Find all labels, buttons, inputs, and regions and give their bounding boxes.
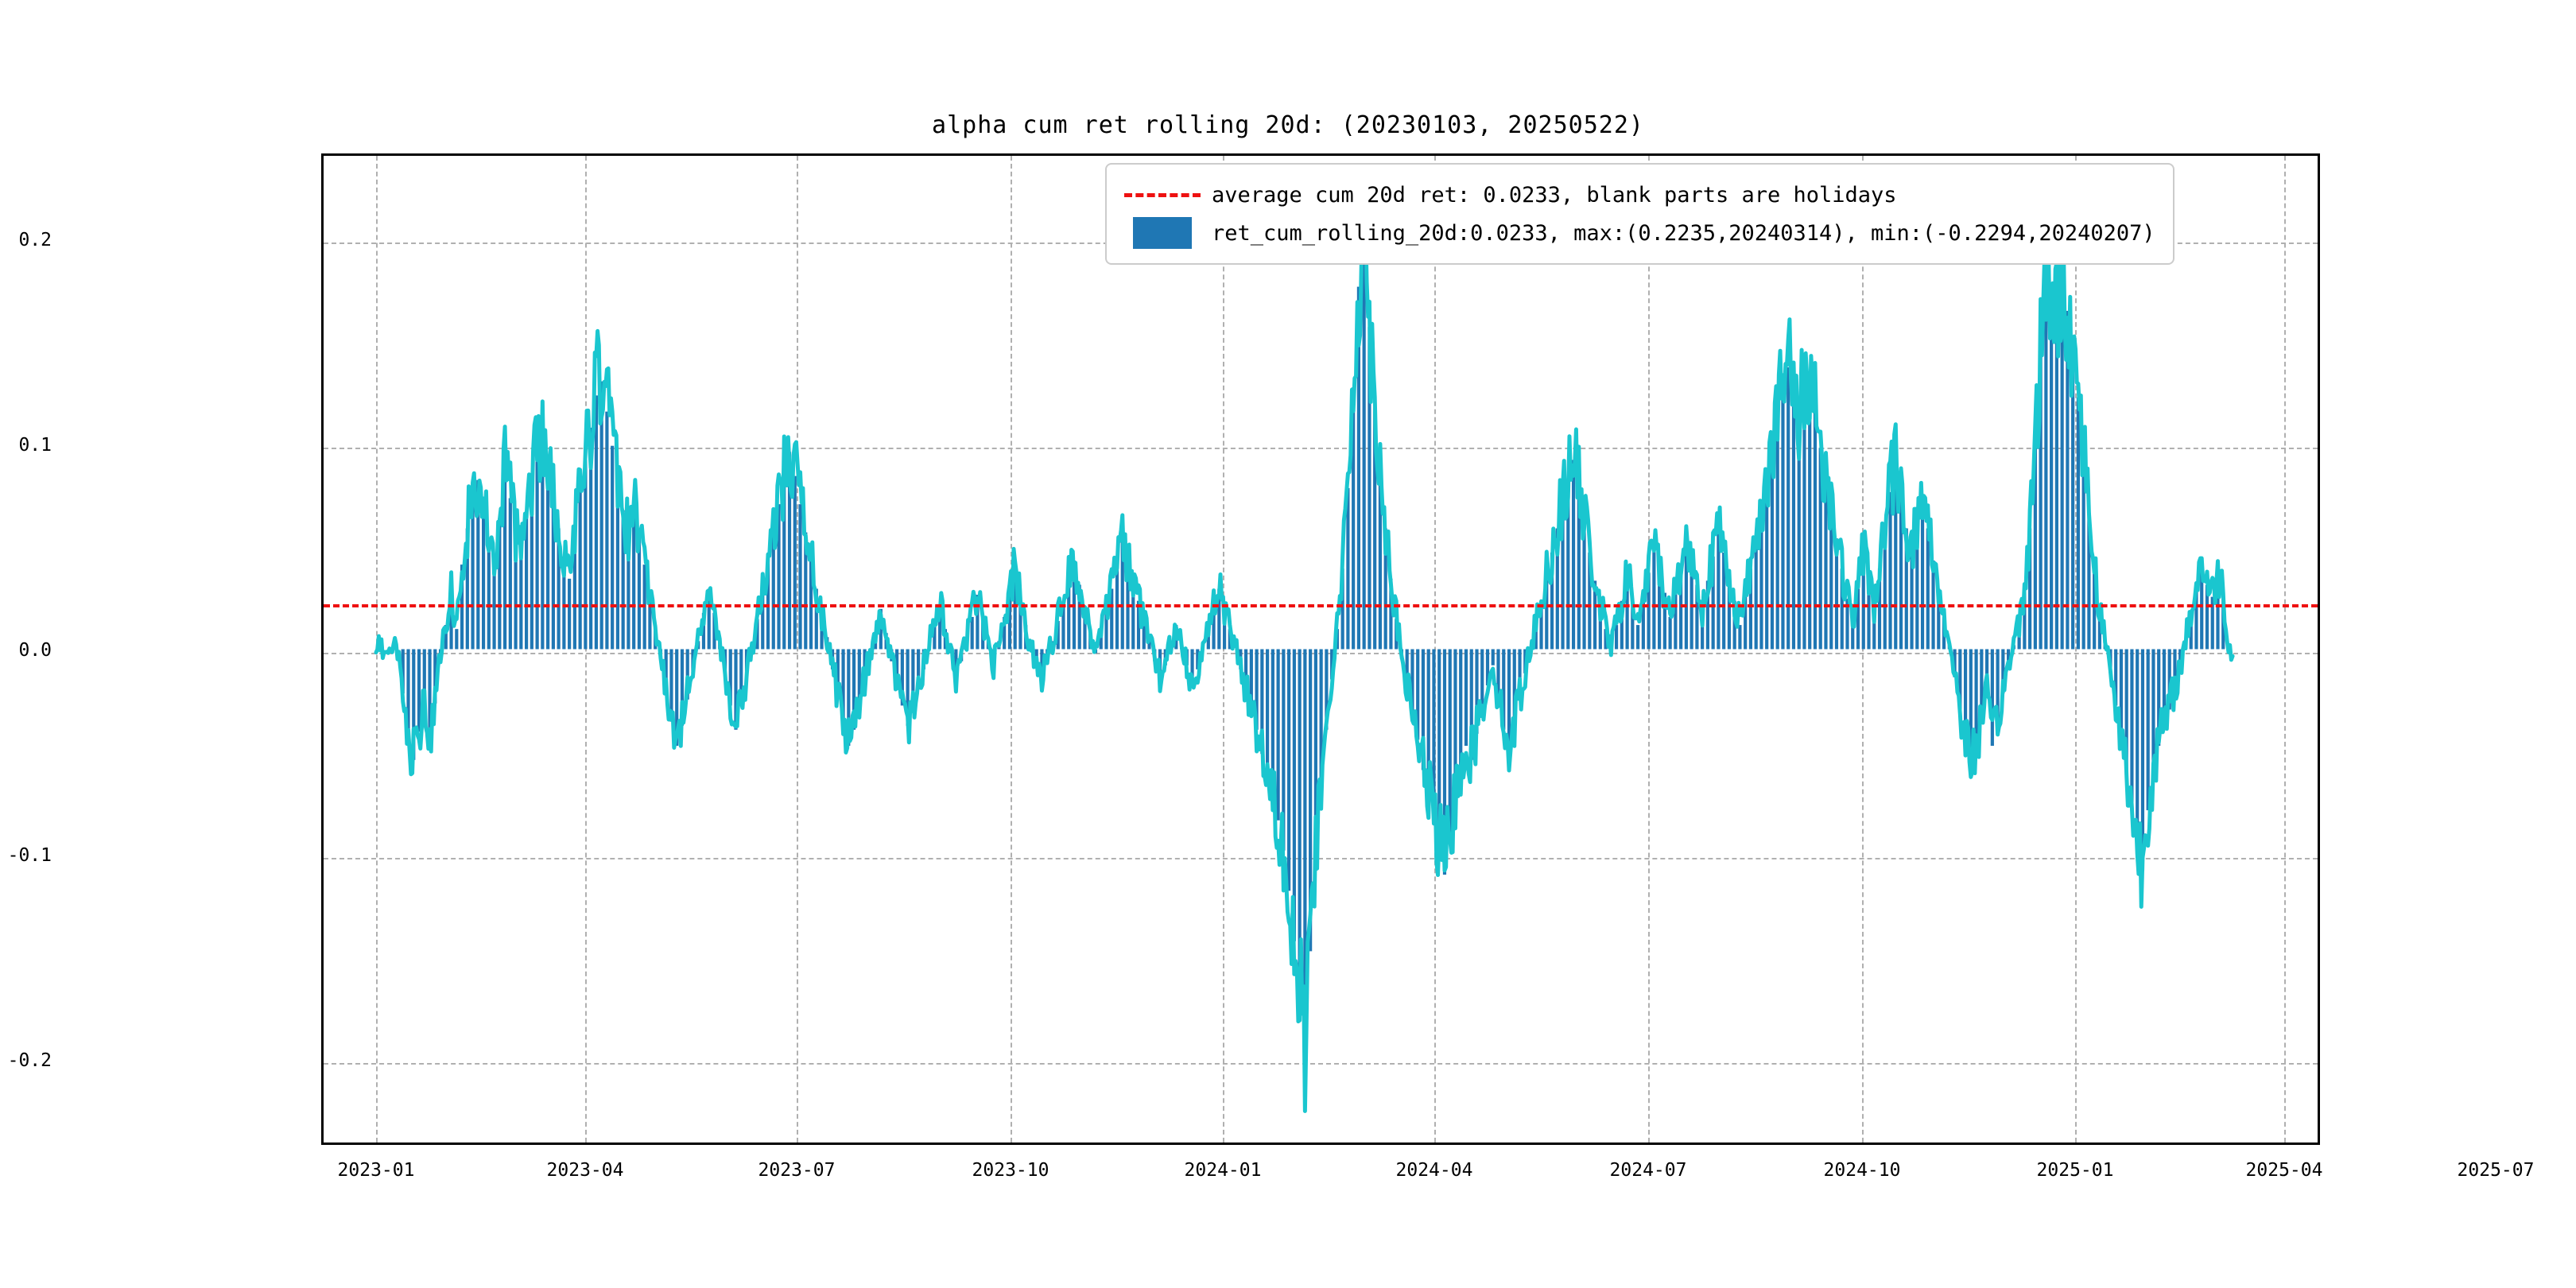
bar-patch-icon (1121, 217, 1204, 249)
ytick-label-0.1: 0.1 (18, 435, 52, 456)
bar-series (401, 256, 2225, 1022)
xtick-mark-2024-10 (1862, 1143, 1864, 1145)
legend-label-average: average cum 20d ret: 0.0233, blank parts… (1212, 182, 1897, 208)
xtick-mark-2023-01 (376, 1143, 378, 1145)
gridline-x-2025-04 (2284, 156, 2286, 1143)
gridline-y--0.2 (324, 1063, 2318, 1065)
legend-label-series: ret_cum_rolling_20d:0.0233, max:(0.2235,… (1212, 220, 2155, 246)
xtick-label-2024-04: 2024-04 (1395, 1160, 1473, 1181)
page-title: alpha cum ret rolling 20d: (20230103, 20… (932, 111, 1644, 139)
line-series (374, 196, 2235, 1113)
xtick-label-2023-07: 2023-07 (758, 1160, 836, 1181)
xtick-mark-2024-01 (1223, 1143, 1225, 1145)
xtick-label-2023-10: 2023-10 (972, 1160, 1049, 1181)
xtick-mark-2024-07 (1648, 1143, 1651, 1145)
xtick-mark-2023-10 (1011, 1143, 1013, 1145)
ytick-label--0.2: -0.2 (7, 1050, 52, 1071)
ytick-mark-0.2 (321, 242, 324, 245)
xtick-mark-2023-04 (585, 1143, 588, 1145)
legend-item-average[interactable]: average cum 20d ret: 0.0233, blank parts… (1121, 176, 2155, 214)
xtick-mark-2024-04 (1434, 1143, 1437, 1145)
xtick-label-2023-04: 2023-04 (546, 1160, 624, 1181)
xtick-mark-2023-07 (797, 1143, 799, 1145)
ytick-mark-0.0 (321, 653, 324, 655)
xtick-mark-2025-01 (2075, 1143, 2077, 1145)
xtick-mark-2025-04 (2284, 1143, 2287, 1145)
xtick-label-2023-01: 2023-01 (337, 1160, 415, 1181)
legend[interactable]: average cum 20d ret: 0.0233, blank parts… (1105, 163, 2174, 265)
average-reference-line (324, 604, 2318, 608)
xtick-label-2024-10: 2024-10 (1823, 1160, 1901, 1181)
xtick-label-2025-01: 2025-01 (2036, 1160, 2114, 1181)
legend-item-series[interactable]: ret_cum_rolling_20d:0.0233, max:(0.2235,… (1121, 214, 2155, 252)
ytick-mark--0.1 (321, 858, 324, 860)
gridline-y--0.1 (324, 858, 2318, 859)
xtick-label-2024-01: 2024-01 (1184, 1160, 1262, 1181)
xtick-label-2024-07: 2024-07 (1609, 1160, 1687, 1181)
dashed-line-icon (1121, 192, 1204, 197)
ytick-label-0.2: 0.2 (18, 230, 52, 250)
gridline-x-2025-01 (2075, 156, 2077, 1143)
xtick-label-2025-07: 2025-07 (2457, 1160, 2535, 1181)
series-canvas (374, 196, 2235, 1113)
ytick-label-0.0: 0.0 (18, 640, 52, 661)
ytick-label--0.1: -0.1 (7, 845, 52, 866)
gridline-y-0.1 (324, 448, 2318, 449)
gridline-x-2023-07 (797, 156, 798, 1143)
ytick-mark--0.2 (321, 1063, 324, 1065)
plot-area (321, 153, 2320, 1145)
xtick-label-2025-04: 2025-04 (2245, 1160, 2323, 1181)
ytick-mark-0.1 (321, 448, 324, 450)
plot-inner (324, 156, 2318, 1143)
